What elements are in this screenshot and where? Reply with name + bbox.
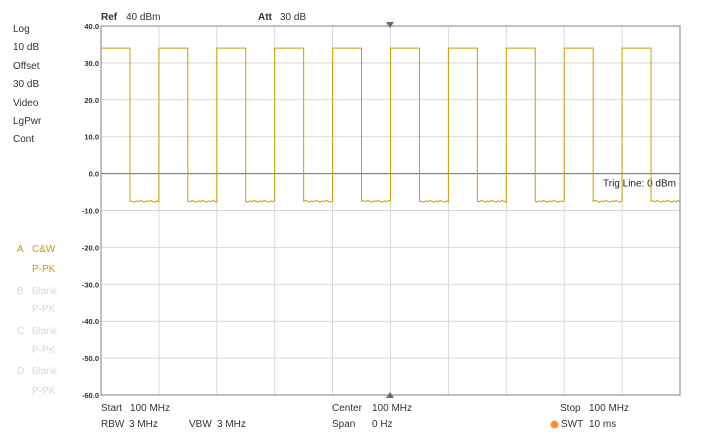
stop-value[interactable]: 100 MHz	[589, 403, 630, 414]
swt-label: SWT	[561, 419, 584, 430]
trace-c-name[interactable]: Blank	[32, 326, 58, 337]
start-value[interactable]: 100 MHz	[130, 403, 171, 414]
vbw-label: VBW	[189, 419, 212, 430]
trace-d-detector[interactable]: P-PK	[32, 386, 56, 397]
y-tick-label: -60.0	[82, 391, 99, 400]
rbw-label: RBW	[101, 419, 125, 430]
att-value: 30 dB	[280, 12, 307, 23]
stop-label: Stop	[560, 403, 581, 414]
trace-b-letter[interactable]: B	[17, 286, 24, 297]
span-label: Span	[332, 419, 356, 430]
trace-a-letter[interactable]: A	[17, 244, 24, 255]
trigger-marker-top[interactable]	[386, 22, 394, 28]
y-tick-label: 0.0	[89, 170, 99, 179]
y-tick-label: -50.0	[82, 354, 99, 363]
ref-label: Ref	[101, 12, 118, 23]
y-tick-label: -40.0	[82, 317, 99, 326]
trace-c-detector[interactable]: P-PK	[32, 345, 56, 356]
ref-value: 40 dBm	[126, 12, 161, 23]
trig-line-label: Trig Line: 0 dBm	[603, 179, 676, 190]
avg-type-label[interactable]: Video	[13, 98, 39, 109]
center-value[interactable]: 100 MHz	[372, 403, 413, 414]
rbw-value[interactable]: 3 MHz	[129, 419, 158, 430]
y-tick-label: 40.0	[84, 22, 99, 31]
y-tick-label: 10.0	[84, 133, 99, 142]
trace-a-detector[interactable]: P-PK	[32, 264, 56, 275]
avg-type-value[interactable]: LgPwr	[13, 116, 42, 127]
swt-value[interactable]: 10 ms	[589, 419, 617, 430]
span-value[interactable]: 0 Hz	[372, 419, 393, 430]
scale-div[interactable]: 10 dB	[13, 42, 40, 53]
trace-b-name[interactable]: Blank	[32, 286, 58, 297]
y-tick-label: 30.0	[84, 59, 99, 68]
offset-label[interactable]: Offset	[13, 61, 40, 72]
sweep-mode[interactable]: Cont	[13, 134, 35, 145]
trace-a-name[interactable]: C&W	[32, 244, 56, 255]
scale-mode[interactable]: Log	[13, 24, 30, 35]
center-label: Center	[332, 403, 363, 414]
trace-c-letter[interactable]: C	[17, 326, 25, 337]
y-tick-label: -10.0	[82, 207, 99, 216]
vbw-value[interactable]: 3 MHz	[217, 419, 246, 430]
trace-b-detector[interactable]: P-PK	[32, 304, 56, 315]
start-label: Start	[101, 403, 123, 414]
trace-d-name[interactable]: Blank	[32, 366, 58, 377]
trigger-marker-bottom[interactable]	[386, 392, 394, 398]
swt-indicator-icon	[551, 421, 558, 428]
y-tick-label: 20.0	[84, 96, 99, 105]
trace-group	[101, 47, 681, 203]
y-tick-label: -20.0	[82, 243, 99, 252]
trace-a-line	[101, 47, 681, 203]
y-tick-label: -30.0	[82, 280, 99, 289]
y-tick-labels: 40.0 30.0 20.0 10.0 0.0 -10.0 -20.0 -30.0 -40.0 -…	[82, 22, 99, 400]
trace-d-letter[interactable]: D	[17, 366, 25, 377]
att-label: Att	[258, 12, 272, 23]
offset-value[interactable]: 30 dB	[13, 79, 40, 90]
